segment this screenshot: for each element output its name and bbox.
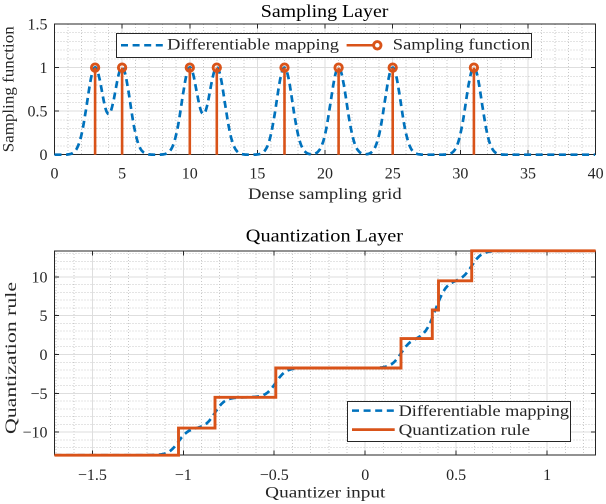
svg-text:−1.5: −1.5 (78, 467, 107, 484)
svg-text:0.5: 0.5 (446, 467, 466, 484)
svg-text:10: 10 (32, 269, 48, 286)
svg-text:5: 5 (40, 308, 48, 325)
svg-text:0.5: 0.5 (28, 104, 48, 121)
svg-text:0: 0 (40, 147, 48, 164)
svg-text:Differentiable mapping: Differentiable mapping (167, 37, 339, 54)
svg-text:30: 30 (452, 166, 468, 183)
svg-text:10: 10 (182, 166, 198, 183)
svg-text:−0.5: −0.5 (260, 467, 289, 484)
svg-text:20: 20 (317, 166, 333, 183)
svg-text:Sampling Layer: Sampling Layer (261, 1, 389, 21)
svg-text:35: 35 (520, 166, 536, 183)
svg-text:Sampling function: Sampling function (393, 37, 530, 54)
svg-text:Dense sampling grid: Dense sampling grid (248, 186, 402, 203)
svg-text:0: 0 (40, 347, 48, 364)
svg-text:1: 1 (40, 60, 48, 77)
svg-text:−5: −5 (30, 386, 47, 403)
svg-text:0: 0 (51, 166, 59, 183)
svg-text:5: 5 (118, 166, 126, 183)
svg-text:Quantization rule: Quantization rule (399, 422, 530, 439)
svg-text:Quantizer input: Quantizer input (265, 484, 386, 501)
svg-text:−10: −10 (22, 425, 47, 442)
svg-text:1.5: 1.5 (28, 17, 48, 34)
svg-text:0: 0 (361, 467, 369, 484)
svg-text:1: 1 (543, 467, 551, 484)
svg-text:Sampling function: Sampling function (1, 26, 18, 152)
svg-text:Differentiable mapping: Differentiable mapping (399, 403, 569, 420)
svg-text:−1: −1 (175, 467, 192, 484)
svg-text:Quantization Layer: Quantization Layer (246, 226, 403, 246)
svg-text:Quantization rule: Quantization rule (3, 282, 20, 434)
svg-text:40: 40 (588, 166, 604, 183)
svg-text:15: 15 (249, 166, 265, 183)
svg-text:25: 25 (385, 166, 401, 183)
